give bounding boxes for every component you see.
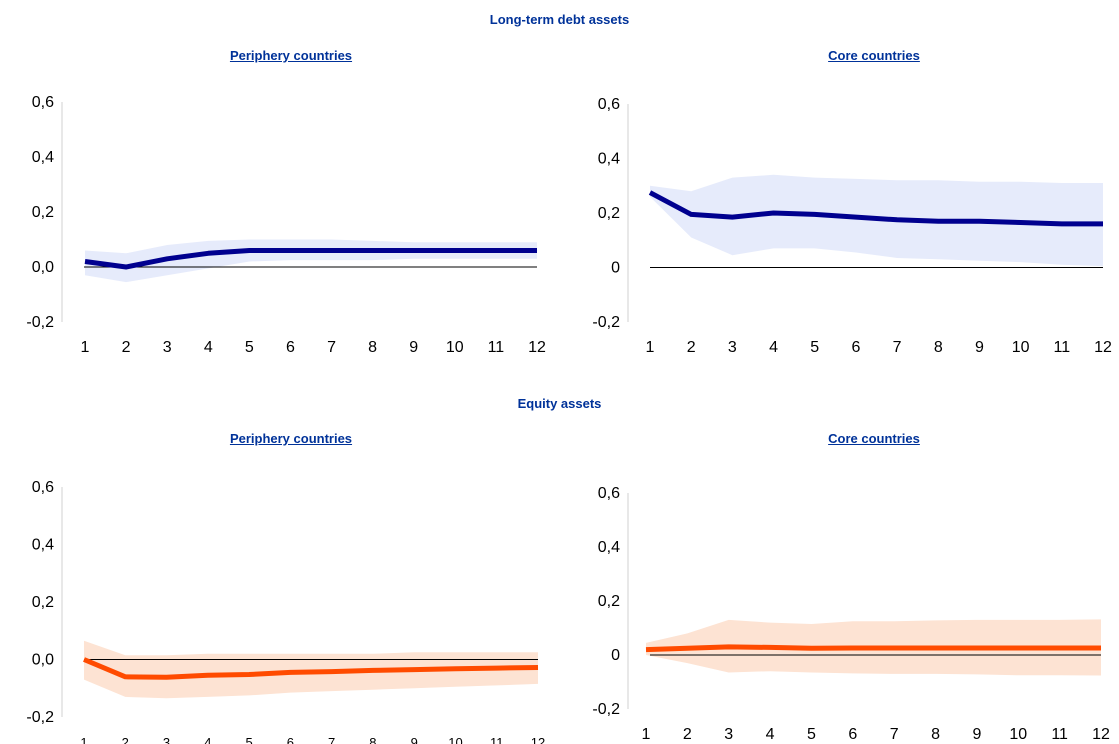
x-tick-label: 11 [490,735,504,744]
series-line [648,190,1103,227]
x-tick-label: 6 [848,726,857,743]
panel-title-equity-periphery: Periphery countries [229,431,353,446]
x-tick-label: 8 [369,735,376,744]
x-tick-label: 1 [642,726,651,743]
chart-panel-3: 0,60,40,20-0,21 2 3 4 5 6 7 8 9 10 11 12 [592,485,1110,743]
x-tick-label: 10 [1012,339,1030,356]
y-tick-label: 0,2 [598,205,620,222]
x-tick-label: 4 [204,735,211,744]
y-tick-label: 0,4 [32,149,54,166]
x-tick-label: 6 [287,735,294,744]
x-tick-label: 2 [683,726,692,743]
x-tick-label: 6 [286,339,295,356]
x-tick-label: 1 [80,735,87,744]
x-tick-label: 11 [1054,339,1071,356]
x-tick-label: 3 [163,339,172,356]
x-tick-label: 10 [446,339,464,356]
series-line [83,657,539,680]
x-tick-label: 7 [327,339,336,356]
x-tick-label: 3 [163,735,170,744]
x-tick-label: 3 [724,726,733,743]
x-tick-label: 2 [687,339,696,356]
x-tick-label: 1 [646,339,655,356]
x-tick-label: 7 [893,339,902,356]
x-tick-label: 1 [81,339,90,356]
section-title-equity: Equity assets [517,396,602,411]
x-tick-label: 8 [368,339,377,356]
y-tick-label: 0,6 [32,94,54,111]
x-tick-label: 5 [245,339,254,356]
panel-title-debt-periphery: Periphery countries [229,48,353,63]
x-tick-label: 10 [1009,726,1027,743]
y-tick-label: -0,2 [26,709,54,726]
y-tick-label: 0,4 [598,539,620,556]
chart-panel-2: 0,60,40,20,0-0,21 2 3 4 5 6 7 8 9 10 11 12 [26,479,545,744]
x-tick-label: 9 [411,735,418,744]
y-tick-label: -0,2 [592,701,620,718]
x-tick-label: 2 [122,735,129,744]
x-tick-label: 4 [769,339,778,356]
x-tick-label: 9 [972,726,981,743]
y-tick-label: 0,4 [598,151,620,168]
x-tick-label: 5 [245,735,252,744]
x-tick-label: 8 [934,339,943,356]
chart-panel-1: 0,60,40,20-0,21 2 3 4 5 6 7 8 9 10 11 12 [592,96,1112,356]
y-tick-label: 0,2 [32,594,54,611]
x-tick-label: 7 [328,735,335,744]
y-tick-label: 0,2 [32,204,54,221]
x-tick-label: 12 [531,735,545,744]
y-tick-label: 0,0 [32,652,54,669]
x-tick-label: 10 [448,735,462,744]
x-tick-label: 5 [807,726,816,743]
x-tick-label: 4 [204,339,213,356]
y-tick-label: -0,2 [592,314,620,331]
x-tick-label: 9 [975,339,984,356]
x-tick-label: 8 [931,726,940,743]
panel-title-debt-core: Core countries [828,48,920,63]
x-tick-label: 4 [766,726,775,743]
x-tick-label: 11 [488,339,505,356]
y-tick-label: 0 [611,647,620,664]
x-tick-label: 12 [1092,726,1110,743]
series-line [84,248,537,270]
chart-panel-0: 0,60,40,20,0-0,21 2 3 4 5 6 7 8 9 10 11 12 [26,94,546,356]
x-tick-label: 12 [528,339,546,356]
y-tick-label: 0,2 [598,593,620,610]
y-tick-label: 0,4 [32,537,54,554]
x-tick-label: 9 [409,339,418,356]
y-tick-label: 0,0 [32,259,54,276]
x-tick-label: 2 [122,339,131,356]
x-tick-label: 7 [890,726,899,743]
y-tick-label: 0,6 [598,96,620,113]
x-tick-label: 3 [728,339,737,356]
series-line [645,644,1101,653]
y-tick-label: 0 [611,260,620,277]
section-title-debt: Long-term debt assets [489,12,630,27]
x-tick-label: 6 [851,339,860,356]
x-tick-label: 11 [1051,726,1068,743]
panel-title-equity-core: Core countries [828,431,920,446]
y-tick-label: 0,6 [32,479,54,496]
x-tick-label: 12 [1094,339,1112,356]
y-tick-label: 0,6 [598,485,620,502]
y-tick-label: -0,2 [26,314,54,331]
x-tick-label: 5 [810,339,819,356]
